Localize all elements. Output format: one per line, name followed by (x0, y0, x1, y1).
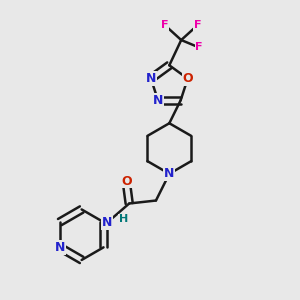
Text: N: N (146, 72, 156, 85)
Text: N: N (164, 167, 175, 180)
Text: F: F (194, 20, 201, 30)
Text: O: O (121, 175, 131, 188)
Text: N: N (55, 241, 65, 254)
Text: H: H (118, 214, 128, 224)
Text: N: N (153, 94, 163, 107)
Text: O: O (182, 72, 193, 85)
Text: F: F (195, 43, 203, 52)
Text: F: F (161, 20, 169, 30)
Text: N: N (102, 216, 112, 229)
